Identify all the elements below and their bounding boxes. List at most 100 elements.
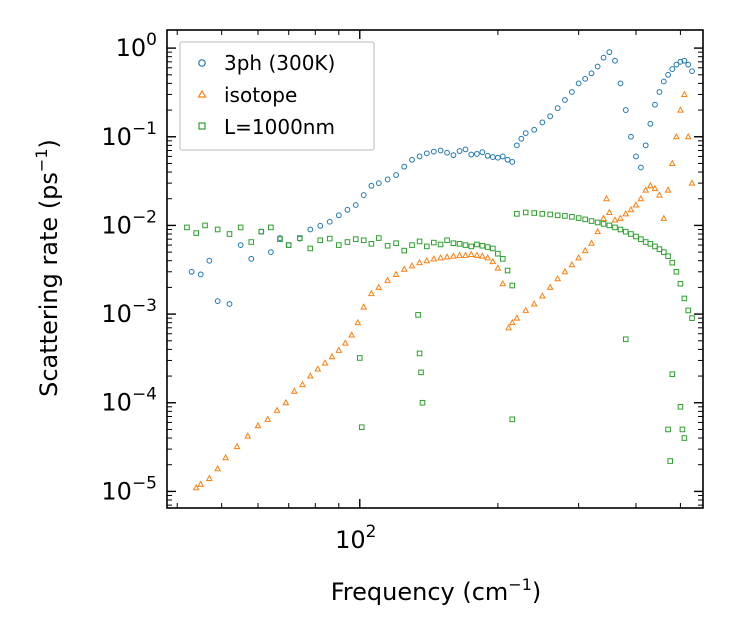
point-l1000nm — [358, 424, 365, 430]
point-3ph — [562, 97, 568, 103]
legend-marker-3ph — [198, 59, 206, 67]
y-tick-label: 10−3 — [101, 296, 157, 328]
point-isotope — [494, 264, 502, 271]
point-3ph — [307, 226, 314, 233]
point-isotope — [603, 194, 610, 202]
point-3ph — [568, 89, 575, 95]
y-tick-label-base: 10 — [101, 211, 132, 239]
point-3ph — [652, 101, 658, 108]
point-l1000nm — [277, 236, 283, 242]
point-isotope — [328, 352, 336, 360]
point-l1000nm — [685, 307, 692, 314]
point-3ph — [197, 271, 204, 278]
point-l1000nm — [326, 235, 333, 242]
point-isotope — [282, 398, 290, 406]
y-tick-label-base: 10 — [101, 123, 132, 151]
legend-label-l1000nm: L=1000nm — [224, 115, 335, 139]
point-l1000nm — [514, 211, 520, 217]
point-l1000nm — [462, 242, 469, 248]
point-l1000nm — [681, 435, 688, 441]
point-isotope — [456, 251, 463, 258]
point-isotope — [646, 181, 654, 189]
point-l1000nm — [628, 231, 634, 237]
point-isotope — [600, 214, 608, 221]
point-l1000nm — [547, 211, 553, 218]
legend-label-isotope: isotope — [224, 83, 297, 107]
point-3ph — [352, 202, 359, 208]
point-isotope — [467, 250, 475, 257]
point-isotope — [449, 252, 457, 259]
point-l1000nm — [606, 222, 613, 229]
point-l1000nm — [416, 350, 423, 357]
point-3ph — [685, 61, 692, 68]
point-isotope — [513, 314, 521, 321]
point-isotope — [367, 289, 375, 297]
point-3ph — [317, 222, 324, 229]
point-l1000nm — [638, 236, 644, 242]
point-isotope — [489, 257, 497, 265]
point-isotope — [437, 254, 444, 261]
point-3ph — [444, 149, 450, 156]
point-isotope — [660, 214, 668, 221]
point-l1000nm — [418, 369, 424, 376]
point-3ph — [606, 49, 613, 56]
point-l1000nm — [554, 212, 561, 219]
point-isotope — [478, 252, 486, 259]
point-l1000nm — [633, 233, 639, 240]
point-l1000nm — [509, 416, 516, 423]
point-3ph — [326, 218, 333, 225]
point-l1000nm — [296, 235, 303, 241]
point-l1000nm — [285, 242, 292, 248]
point-l1000nm — [673, 268, 680, 275]
x-axis-label: Frequency (cm−1) — [331, 575, 542, 606]
point-l1000nm — [582, 216, 588, 223]
point-3ph — [612, 57, 618, 64]
point-3ph — [423, 150, 430, 157]
point-3ph — [522, 130, 529, 136]
point-isotope — [605, 208, 613, 215]
point-3ph — [473, 151, 480, 157]
point-l1000nm — [268, 224, 274, 231]
point-3ph — [437, 147, 444, 154]
point-l1000nm — [416, 238, 423, 245]
point-3ph — [267, 249, 274, 256]
y-tick-label-base: 10 — [101, 300, 132, 328]
point-isotope — [680, 90, 688, 97]
point-l1000nm — [612, 224, 618, 231]
point-3ph — [499, 153, 506, 160]
point-isotope — [688, 179, 696, 186]
point-3ph — [673, 61, 680, 68]
point-isotope — [508, 318, 516, 326]
y-tick-label: 10−5 — [101, 473, 157, 505]
point-l1000nm — [456, 241, 463, 247]
point-l1000nm — [677, 280, 684, 287]
point-3ph — [513, 142, 520, 149]
point-3ph — [226, 301, 233, 307]
x-tick-label-base: 10 — [335, 526, 366, 554]
point-isotope — [588, 239, 595, 246]
point-3ph — [214, 298, 221, 305]
point-3ph — [588, 70, 595, 77]
point-3ph — [416, 153, 423, 160]
point-l1000nm — [661, 249, 667, 255]
x-axis-label-sup: −1 — [508, 575, 532, 594]
point-3ph — [669, 66, 676, 72]
point-l1000nm — [562, 213, 568, 219]
point-l1000nm — [499, 256, 506, 262]
point-l1000nm — [444, 237, 450, 244]
point-isotope — [214, 464, 222, 472]
point-l1000nm — [384, 242, 391, 249]
point-isotope — [616, 214, 624, 221]
point-3ph — [258, 228, 265, 235]
point-isotope — [290, 387, 298, 394]
y-tick-label-base: 10 — [101, 389, 132, 417]
point-l1000nm — [669, 259, 676, 266]
point-isotope — [655, 191, 663, 198]
point-3ph — [509, 159, 516, 165]
point-3ph — [430, 148, 437, 155]
point-3ph — [462, 146, 469, 153]
point-l1000nm — [484, 244, 491, 250]
point-l1000nm — [689, 315, 695, 321]
point-3ph — [600, 54, 607, 61]
point-l1000nm — [214, 226, 221, 233]
